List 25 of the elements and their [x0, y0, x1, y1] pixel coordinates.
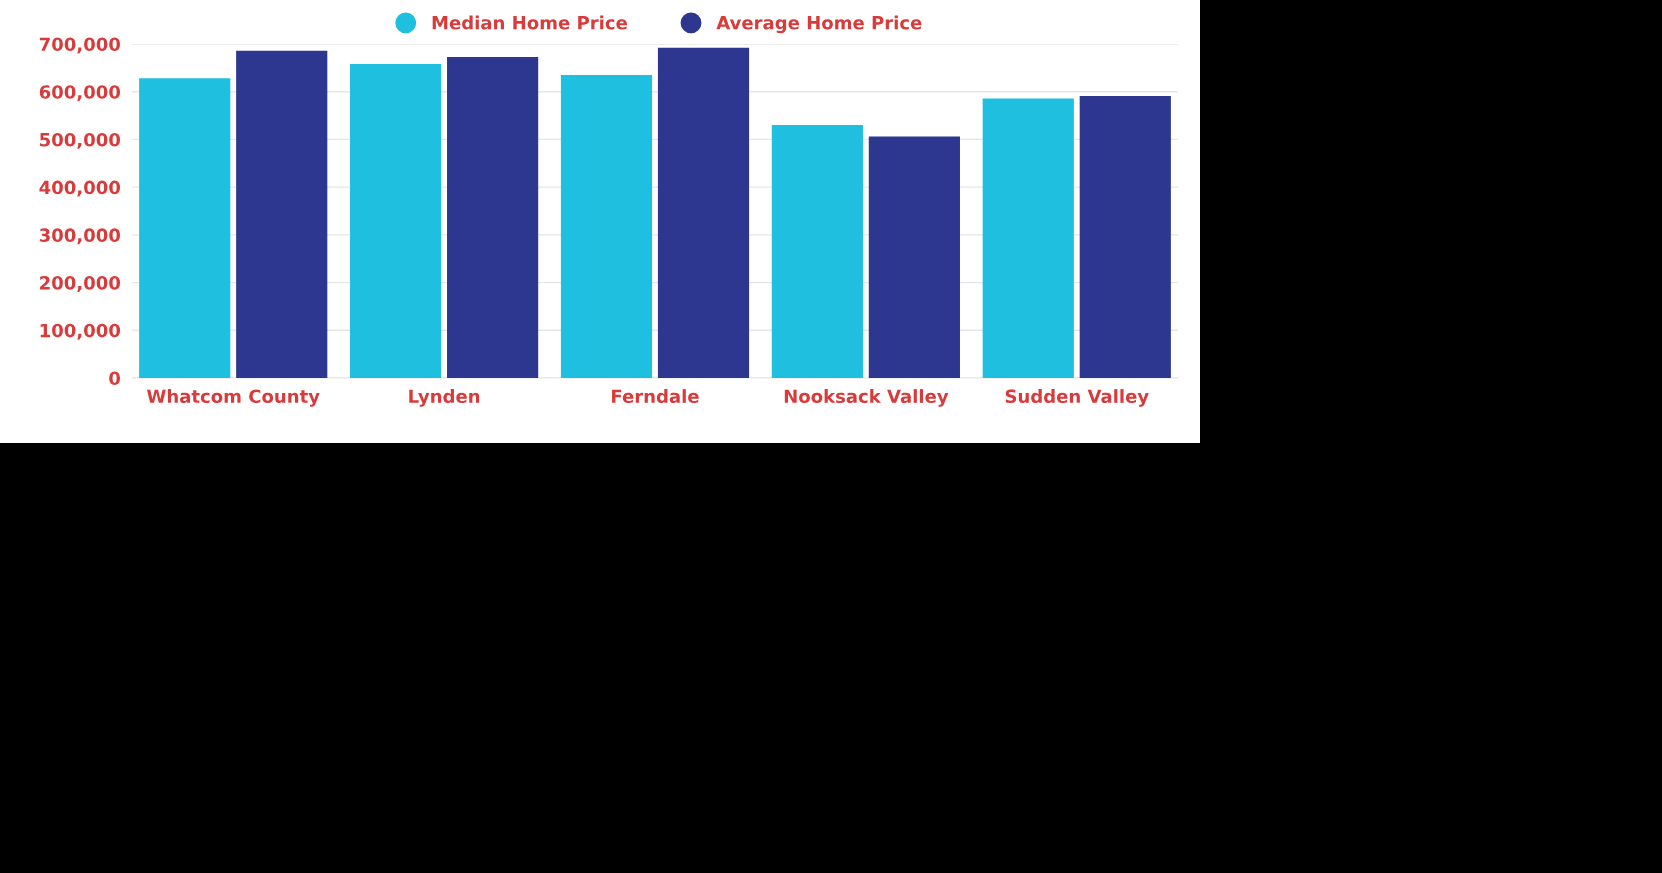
bar [657, 47, 750, 378]
x-tick-label: Nooksack Valley [784, 389, 949, 407]
y-tick-label: 600,000 [39, 85, 121, 102]
bar [982, 98, 1074, 378]
bar [350, 64, 442, 378]
y-tick-label: 500,000 [40, 132, 121, 149]
y-tick-label: 700,000 [39, 37, 121, 54]
bar [236, 50, 328, 378]
y-tick-label: 0 [109, 371, 121, 386]
bar [868, 136, 960, 378]
bar [447, 56, 539, 378]
bar [1079, 96, 1171, 378]
x-tick-label: Ferndale [612, 389, 699, 404]
bar [560, 75, 653, 378]
x-tick-label: Whatcom County [146, 389, 320, 407]
x-tick-label: Lynden [409, 389, 480, 407]
y-tick-label: 200,000 [40, 276, 121, 292]
y-tick-label: 400,000 [39, 180, 121, 197]
x-tick-label: Sudden Valley [1005, 389, 1149, 407]
legend-label: Median Home Price [432, 15, 627, 30]
legend-label: Average Home Price [716, 15, 922, 34]
bar [139, 78, 231, 378]
y-tick-label: 100,000 [40, 323, 121, 340]
bar [771, 125, 863, 378]
y-tick-label: 300,000 [39, 228, 121, 245]
